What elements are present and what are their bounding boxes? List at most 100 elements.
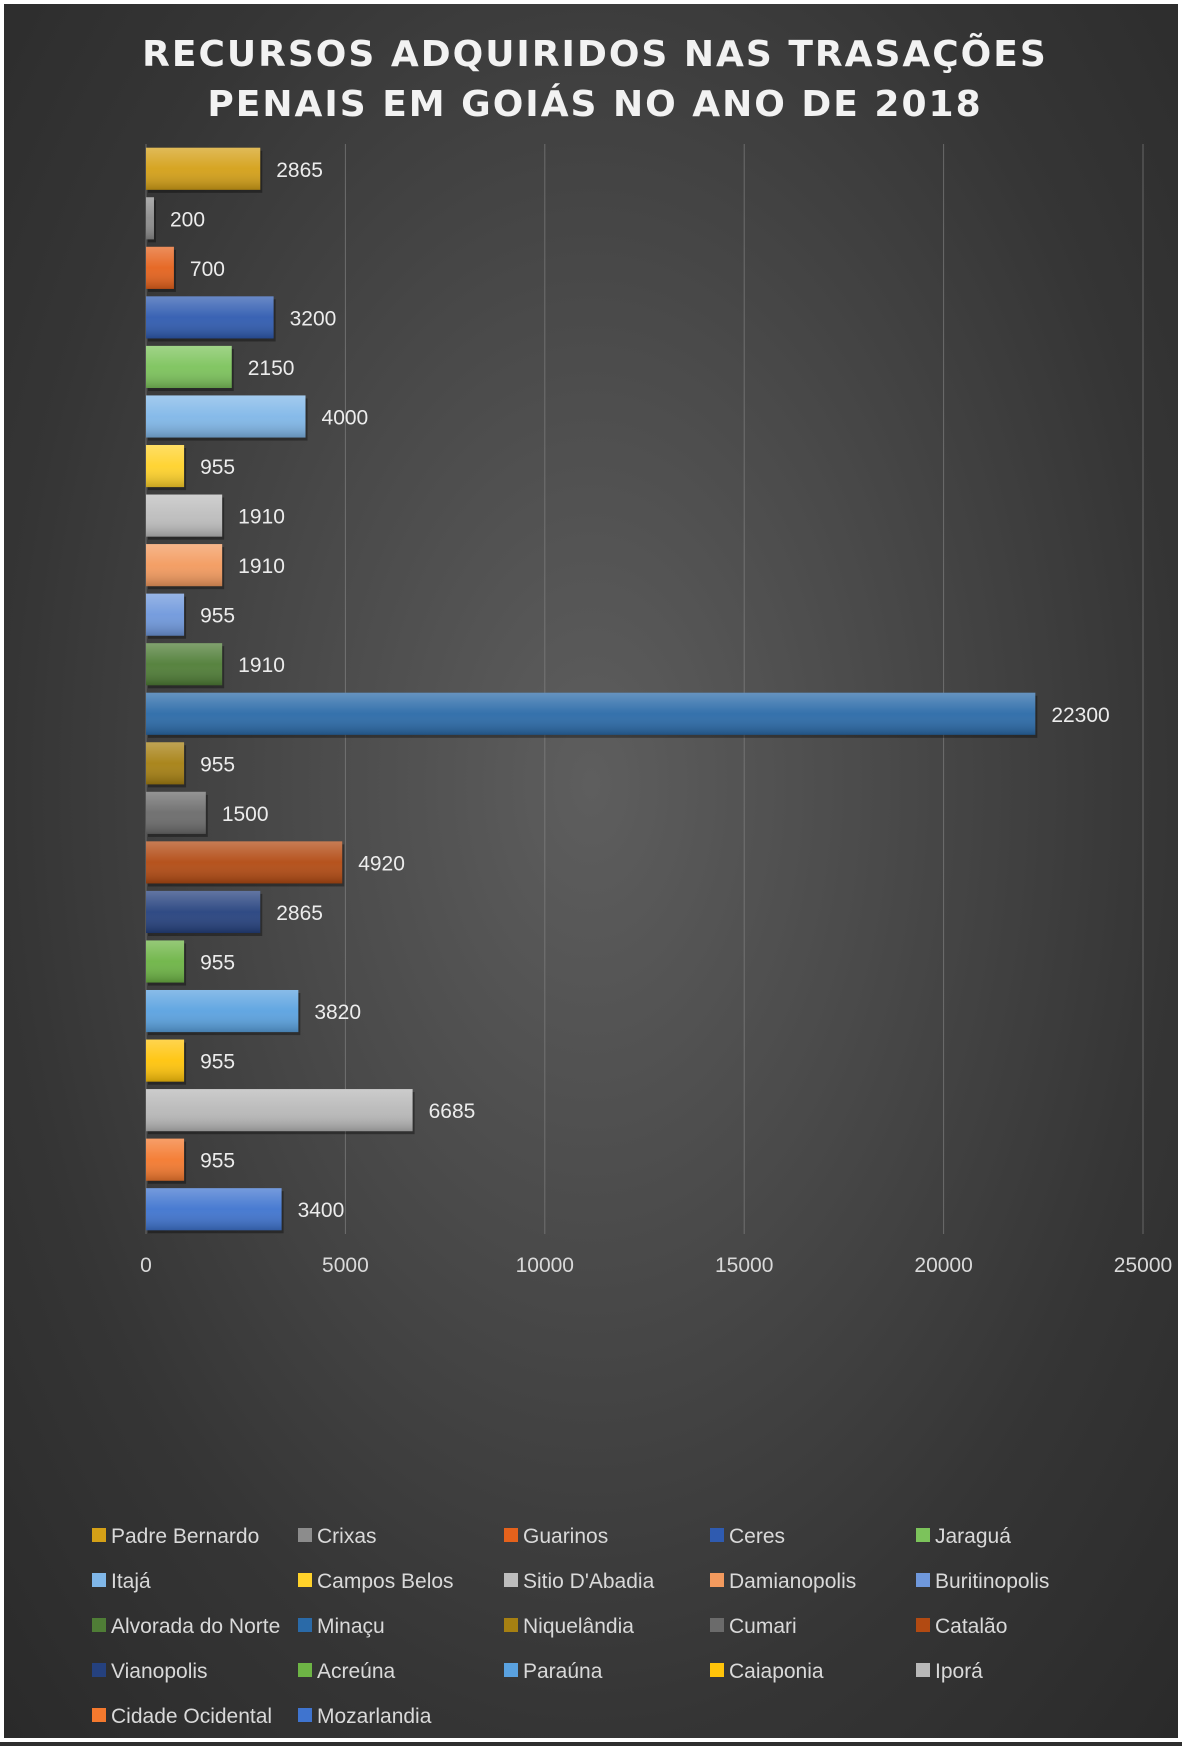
- data-label: 200: [170, 208, 205, 231]
- data-label: 3200: [290, 307, 337, 330]
- bar-gloss: [146, 890, 261, 934]
- legend-item: Guarinos: [504, 1522, 608, 1552]
- legend-item: Campos Belos: [298, 1567, 454, 1597]
- legend-label: Alvorada do Norte: [111, 1615, 281, 1638]
- legend-item: Vianopolis: [92, 1657, 208, 1687]
- legend-label: Sitio D'Abadia: [523, 1570, 655, 1593]
- legend-item: Jaraguá: [916, 1522, 1011, 1552]
- legend-label: Ceres: [729, 1525, 786, 1548]
- legend-label: Minaçu: [317, 1615, 385, 1638]
- legend-swatch: [710, 1528, 724, 1543]
- x-tick-label: 20000: [914, 1254, 972, 1277]
- data-label: 22300: [1051, 704, 1109, 727]
- bar-gloss: [146, 1138, 185, 1181]
- legend-swatch: [916, 1528, 930, 1543]
- legend-item: Acreúna: [298, 1657, 395, 1687]
- legend-item: Ceres: [710, 1522, 785, 1552]
- legend-swatch: [504, 1618, 518, 1633]
- legend-swatch: [916, 1573, 930, 1588]
- legend-swatch: [92, 1618, 106, 1633]
- data-label: 700: [190, 258, 225, 281]
- legend-label: Guarinos: [523, 1525, 609, 1548]
- bar-gloss: [146, 989, 299, 1033]
- x-tick-label: 15000: [715, 1254, 773, 1277]
- legend-swatch: [298, 1573, 312, 1588]
- data-label: 955: [200, 952, 235, 975]
- legend-label: Mozarlandia: [317, 1705, 432, 1728]
- legend-label: Itajá: [111, 1570, 151, 1593]
- legend-swatch: [504, 1573, 518, 1588]
- legend-item: Caiaponia: [710, 1657, 824, 1687]
- bar-gloss: [146, 593, 185, 636]
- data-label: 2150: [248, 357, 295, 380]
- bar-gloss: [146, 246, 174, 289]
- bar-gloss: [146, 147, 261, 190]
- legend-label: Buritinopolis: [935, 1570, 1050, 1593]
- bar-gloss: [146, 296, 274, 339]
- legend-item: Padre Bernardo: [92, 1522, 259, 1552]
- legend-label: Caiaponia: [729, 1660, 824, 1683]
- legend-label: Campos Belos: [317, 1570, 454, 1593]
- bar-gloss: [146, 1188, 282, 1231]
- bar-gloss: [146, 692, 1036, 735]
- legend-item: Cidade Ocidental: [92, 1702, 272, 1732]
- legend-item: Itajá: [92, 1567, 151, 1597]
- legend-item: Crixas: [298, 1522, 377, 1552]
- legend-swatch: [298, 1663, 312, 1678]
- data-label: 1500: [222, 803, 269, 826]
- chart-title: RECURSOS ADQUIRIDOS NAS TRASAÇÕES PENAIS…: [4, 30, 1182, 130]
- legend-label: Damianopolis: [729, 1570, 857, 1593]
- legend-item: Damianopolis: [710, 1567, 856, 1597]
- bar-gloss: [146, 791, 206, 834]
- legend-swatch: [710, 1663, 724, 1678]
- legend-label: Paraúna: [523, 1660, 603, 1683]
- data-label: 2865: [276, 159, 323, 182]
- legend-item: Alvorada do Norte: [92, 1612, 280, 1642]
- bar-gloss: [146, 345, 232, 389]
- legend-swatch: [298, 1708, 312, 1723]
- legend-label: Crixas: [317, 1525, 377, 1548]
- bar-gloss: [146, 197, 154, 240]
- data-label: 955: [200, 1051, 235, 1074]
- legend-label: Cumari: [729, 1615, 797, 1638]
- legend-label: Iporá: [935, 1660, 983, 1683]
- x-tick-label: 10000: [516, 1254, 574, 1277]
- bar-gloss: [146, 395, 306, 438]
- data-label: 6685: [429, 1100, 476, 1123]
- data-label: 3820: [314, 1001, 361, 1024]
- legend-swatch: [504, 1528, 518, 1543]
- legend-item: Niquelândia: [504, 1612, 634, 1642]
- legend-item: Sitio D'Abadia: [504, 1567, 654, 1597]
- legend-label: Vianopolis: [111, 1660, 208, 1683]
- legend-swatch: [916, 1618, 930, 1633]
- legend-label: Cidade Ocidental: [111, 1705, 273, 1728]
- legend-label: Padre Bernardo: [111, 1525, 260, 1548]
- legend-swatch: [916, 1663, 930, 1678]
- chart-title-line-2: PENAIS EM GOIÁS NO ANO DE 2018: [207, 84, 983, 125]
- legend-item: Catalão: [916, 1612, 1007, 1642]
- bar-gloss: [146, 643, 223, 686]
- legend-label: Niquelândia: [523, 1615, 634, 1638]
- legend-item: Minaçu: [298, 1612, 385, 1642]
- data-label: 955: [200, 605, 235, 628]
- legend-swatch: [710, 1618, 724, 1633]
- bar-gloss: [146, 841, 343, 884]
- legend-swatch: [92, 1708, 106, 1723]
- bar-gloss: [146, 742, 185, 785]
- data-label: 3400: [298, 1199, 345, 1222]
- data-label: 1910: [238, 506, 285, 529]
- bar-gloss: [146, 940, 185, 983]
- data-label: 955: [200, 456, 235, 479]
- bar-gloss: [146, 494, 223, 537]
- legend-label: Jaraguá: [935, 1525, 1011, 1548]
- legend-item: Paraúna: [504, 1657, 602, 1687]
- bar-gloss: [146, 444, 185, 488]
- legend-label: Catalão: [935, 1615, 1008, 1638]
- bar-gloss: [146, 1089, 413, 1132]
- bar-gloss: [146, 1039, 185, 1082]
- data-label: 2865: [276, 902, 323, 925]
- legend-item: Cumari: [710, 1612, 797, 1642]
- x-tick-label: 25000: [1114, 1254, 1172, 1277]
- chart-title-line-1: RECURSOS ADQUIRIDOS NAS TRASAÇÕES: [142, 34, 1048, 75]
